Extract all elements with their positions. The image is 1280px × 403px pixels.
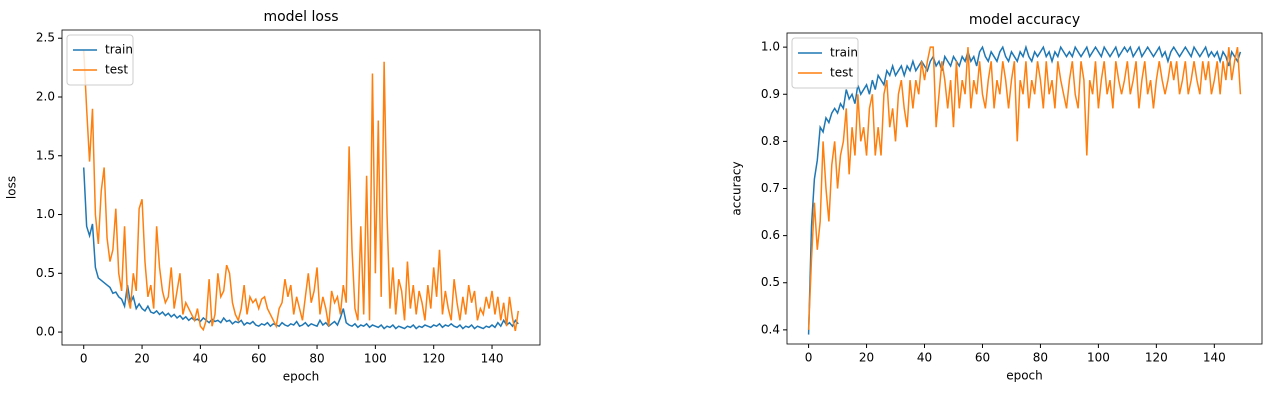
y-tick-label: 1.0: [761, 40, 780, 54]
y-tick-label: 2.5: [36, 31, 55, 45]
x-tick-label: 0: [80, 352, 88, 366]
x-axis-label: epoch: [283, 370, 320, 384]
y-axis-label: loss: [5, 176, 19, 199]
x-tick-label: 20: [859, 351, 874, 365]
x-axis-label: epoch: [1006, 369, 1043, 383]
legend-box: [791, 37, 859, 89]
x-tick-label: 100: [364, 352, 387, 366]
x-tick-label: 20: [134, 352, 149, 366]
y-tick-label: 0.5: [36, 266, 55, 280]
chart-title: model accuracy: [969, 12, 1080, 28]
legend-label: test: [105, 63, 128, 77]
y-axis-label: accuracy: [730, 161, 744, 215]
series-line: [82, 49, 520, 332]
x-tick-label: 60: [251, 352, 266, 366]
x-tick-label: 120: [1145, 351, 1168, 365]
y-tick-label: 1.0: [36, 207, 55, 221]
x-tick-label: 0: [805, 351, 813, 365]
x-tick-label: 140: [481, 352, 504, 366]
y-tick-label: 0.5: [761, 275, 780, 289]
y-tick-label: 0.7: [761, 181, 780, 195]
x-tick-label: 80: [1033, 351, 1048, 365]
legend-label: test: [830, 66, 853, 80]
x-tick-label: 120: [422, 352, 445, 366]
x-tick-label: 40: [917, 351, 932, 365]
x-tick-label: 100: [1087, 351, 1110, 365]
legend-label: train: [105, 43, 133, 57]
y-tick-label: 1.5: [36, 148, 55, 162]
x-tick-label: 80: [309, 352, 324, 366]
series-line: [807, 44, 1242, 335]
legend-box: [66, 34, 134, 86]
series-line: [82, 167, 519, 330]
axes-frame: [61, 29, 541, 346]
y-tick-label: 2.0: [36, 89, 55, 103]
y-tick-label: 0.6: [761, 228, 780, 242]
x-tick-label: 140: [1203, 351, 1226, 365]
y-tick-label: 0.8: [761, 134, 780, 148]
axes-frame: [786, 32, 1263, 345]
y-tick-label: 0.0: [36, 325, 55, 339]
y-tick-label: 0.4: [761, 322, 780, 336]
legend-label: train: [830, 46, 858, 60]
chart-title: model loss: [263, 9, 338, 25]
series-line: [807, 46, 1242, 330]
x-tick-label: 60: [975, 351, 990, 365]
x-tick-label: 40: [193, 352, 208, 366]
y-tick-label: 0.9: [761, 87, 780, 101]
